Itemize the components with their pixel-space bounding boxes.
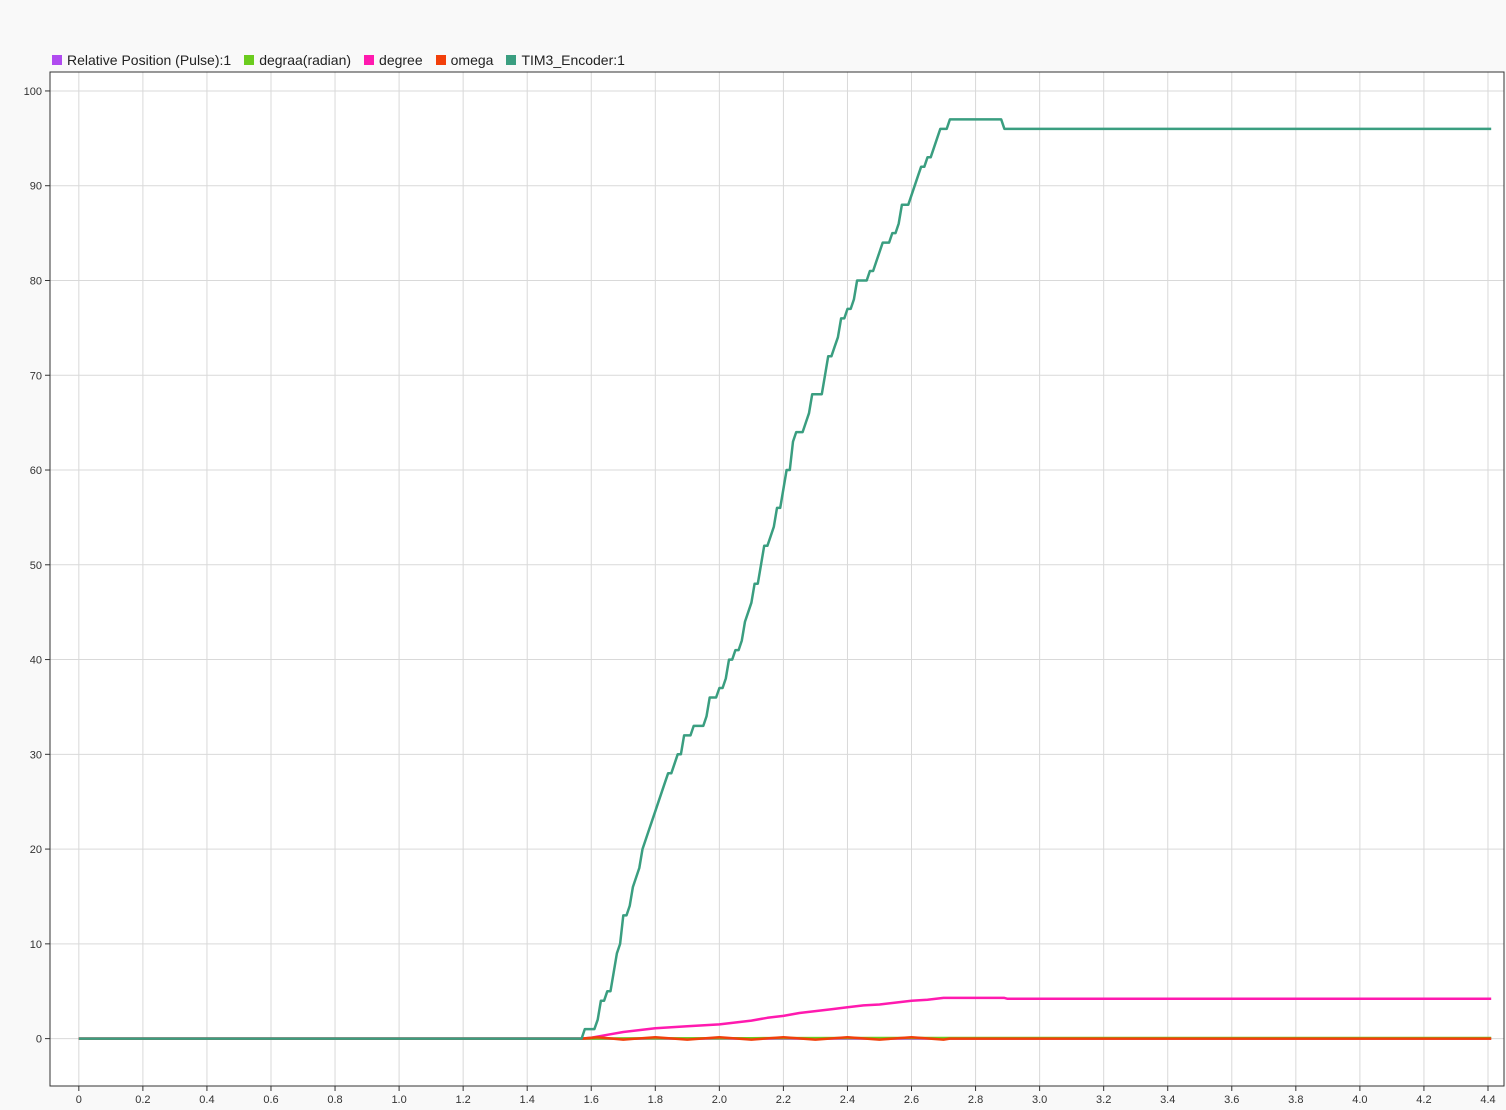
y-tick-labels: 0 10 20 30 40 50 60 70 80 90 100 (24, 86, 50, 1046)
x-tick-label: 1.6 (584, 1094, 599, 1106)
y-tick-label: 10 (30, 939, 42, 951)
x-tick-label: 0.2 (135, 1094, 150, 1106)
legend-item-omega[interactable]: omega (435, 52, 494, 68)
legend-swatch-tim3-encoder (506, 55, 517, 65)
x-tick-label: 1.8 (648, 1094, 663, 1106)
y-tick-label: 100 (24, 86, 42, 98)
x-tick-label: 2.4 (840, 1094, 855, 1106)
y-tick-label: 80 (30, 275, 42, 287)
legend-label-degraa: degraa(radian) (259, 52, 352, 68)
x-tick-label: 0.8 (327, 1094, 342, 1106)
y-tick-label: 20 (30, 844, 42, 856)
series-line-3 (78, 1035, 1492, 1041)
x-tick-label: 3.4 (1160, 1094, 1175, 1106)
legend-label-relative-position: Relative Position (Pulse):1 (67, 52, 232, 68)
y-tick-label: 40 (30, 655, 42, 667)
x-tick-label: 2.0 (712, 1094, 727, 1106)
series-line-4 (78, 118, 1492, 1040)
x-tick-label: 4.4 (1480, 1094, 1495, 1106)
legend-item-degree[interactable]: degree (364, 52, 423, 68)
legend-swatch-relative-position (52, 55, 62, 65)
legend-label-omega: omega (450, 52, 494, 68)
series-line-2 (78, 996, 1492, 1040)
y-tick-label: 0 (36, 1034, 42, 1046)
plot-border (49, 71, 1505, 1087)
x-tick-label: 3.0 (1032, 1094, 1047, 1106)
x-tick-label: 1.0 (391, 1094, 406, 1106)
y-tick-label: 90 (30, 181, 42, 193)
x-tick-label: 2.2 (776, 1094, 791, 1106)
x-tick-label: 0.6 (263, 1094, 278, 1106)
x-tick-labels: 0 0.2 0.4 0.6 0.8 1.0 1.2 1.4 1.6 1.8 2.0 2.2 2.4 2.6… (76, 1086, 1496, 1106)
x-tick-label: 4.0 (1352, 1094, 1367, 1106)
legend-item-relative-position[interactable]: Relative Position (Pulse):1 (52, 52, 231, 68)
y-tick-label: 50 (30, 560, 42, 572)
legend-swatch-degraa (244, 55, 255, 65)
legend: Relative Position (Pulse):1 degraa(radia… (52, 52, 638, 68)
series-lines (78, 118, 1492, 1041)
y-tick-label: 70 (30, 370, 42, 382)
x-tick-label: 3.6 (1224, 1094, 1239, 1106)
y-tick-label: 60 (30, 465, 42, 477)
legend-item-tim3-encoder[interactable]: TIM3_Encoder:1 (506, 52, 625, 68)
plot-background (50, 72, 1504, 1086)
x-tick-label: 0 (76, 1094, 82, 1106)
x-tick-label: 2.6 (904, 1094, 919, 1106)
legend-swatch-degree (364, 55, 375, 65)
y-tick-label: 30 (30, 749, 42, 761)
x-tick-label: 3.2 (1096, 1094, 1111, 1106)
legend-label-tim3-encoder: TIM3_Encoder:1 (521, 52, 625, 68)
x-tick-label: 4.2 (1416, 1094, 1431, 1106)
x-tick-label: 2.8 (968, 1094, 983, 1106)
x-tick-label: 0.4 (199, 1094, 214, 1106)
legend-label-degree: degree (379, 52, 423, 68)
legend-swatch-omega (435, 55, 446, 65)
x-tick-label: 1.2 (455, 1094, 470, 1106)
x-tick-label: 3.8 (1288, 1094, 1303, 1106)
legend-item-degraa[interactable]: degraa(radian) (244, 52, 351, 68)
x-tick-label: 1.4 (520, 1094, 535, 1106)
grid (50, 72, 1504, 1086)
